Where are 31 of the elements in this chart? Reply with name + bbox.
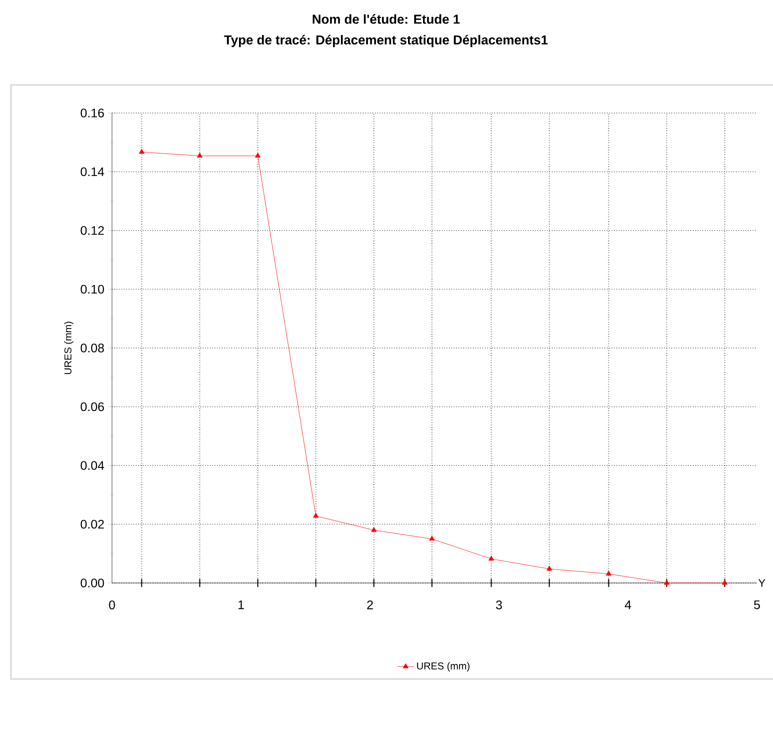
point	[546, 566, 552, 571]
y-tick-label: 0.12	[80, 226, 104, 235]
y-tick-label: 0.14	[80, 167, 104, 176]
y-tick-label: 0.16	[80, 108, 104, 118]
legend-label: URES (mm)	[417, 662, 470, 672]
point	[371, 526, 377, 532]
x-axis-title: Y	[758, 579, 766, 587]
x-tick-label: 4	[624, 600, 632, 610]
y-tick-label: 0.02	[80, 520, 104, 529]
y-axis-title: URES (mm)	[64, 322, 74, 374]
x-tick-label: 5	[754, 600, 760, 610]
point	[606, 570, 612, 576]
y-tick-label: 0.06	[80, 402, 104, 412]
chart-subtitle: Type de tracé: Déplacement statique Déplacements1	[224, 34, 548, 48]
point	[429, 536, 435, 541]
y-tick-label: 0.04	[80, 461, 104, 470]
point	[488, 556, 494, 561]
chart-title: Nom de l'étude: Etude 1	[312, 14, 460, 24]
x-tick-label: 3	[496, 600, 502, 610]
point	[196, 152, 203, 158]
point	[138, 148, 144, 154]
x-tick-label: 0	[109, 600, 115, 610]
point	[313, 512, 319, 518]
point	[722, 580, 728, 585]
x-tick-label: 2	[367, 600, 373, 610]
y-tick-label: 0.10	[80, 284, 104, 294]
y-tick-label: 0.08	[80, 344, 104, 352]
x-tick-label: 1	[238, 600, 244, 610]
point	[664, 580, 670, 585]
y-tick-label: 0.00	[80, 578, 104, 588]
point	[254, 152, 261, 158]
